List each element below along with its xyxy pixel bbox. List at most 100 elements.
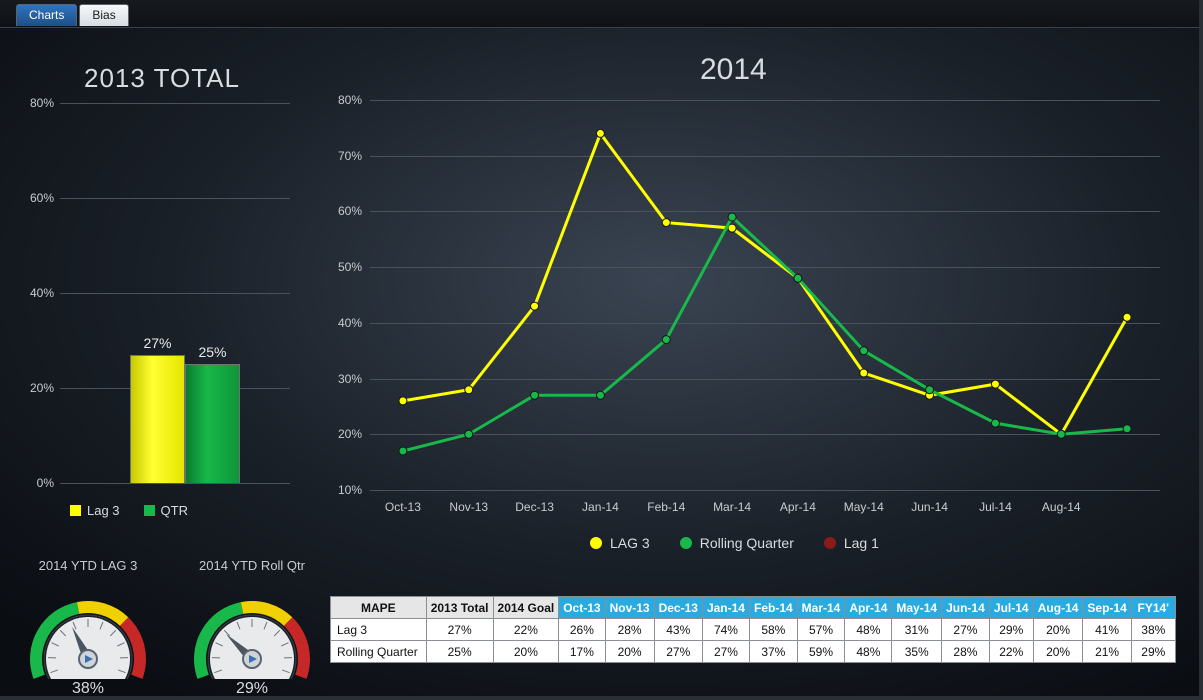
dashboard-content: 2013 TOTAL 2014 0%20%40%60%80%27%25%Lag … [0, 28, 1199, 696]
bar-ylabel: 60% [20, 191, 54, 205]
series-point [860, 369, 868, 377]
tab-bias[interactable]: Bias [79, 4, 128, 26]
table-cell: 20% [1033, 619, 1083, 641]
line-xlabel: Apr-14 [766, 500, 830, 514]
table-row-label: Rolling Quarter [331, 641, 427, 663]
series-point [860, 347, 868, 355]
table-cell: 20% [493, 641, 559, 663]
table-cell: 22% [989, 641, 1033, 663]
series-point [662, 336, 670, 344]
series-point [1123, 313, 1131, 321]
table-header: 2013 Total [426, 597, 493, 619]
table-cell: 43% [654, 619, 702, 641]
series-point [1123, 425, 1131, 433]
line-xlabel: Nov-13 [437, 500, 501, 514]
line-xlabel: Jul-14 [963, 500, 1027, 514]
table-cell: 27% [654, 641, 702, 663]
series-point [596, 391, 604, 399]
table-cell: 25% [426, 641, 493, 663]
line-legend-item: Lag 1 [824, 535, 879, 551]
line-xlabel: Aug-14 [1029, 500, 1093, 514]
line-ylabel: 80% [322, 93, 362, 107]
table-row: Lag 327%22%26%28%43%74%58%57%48%31%27%29… [331, 619, 1176, 641]
bar-value-label: 27% [130, 335, 185, 351]
series-line-lag-3 [403, 133, 1127, 434]
table-cell: 37% [749, 641, 797, 663]
line-xlabel: Feb-14 [634, 500, 698, 514]
table-header: Jun-14 [942, 597, 990, 619]
left-panel-title: 2013 TOTAL [84, 63, 240, 94]
table-header: May-14 [892, 597, 942, 619]
series-point [926, 386, 934, 394]
series-point [465, 430, 473, 438]
table-cell: 74% [702, 619, 749, 641]
bar-ylabel: 0% [20, 476, 54, 490]
table-header: Apr-14 [845, 597, 892, 619]
bar-value-label: 25% [185, 344, 240, 360]
table-cell: 28% [942, 641, 990, 663]
table-cell: 17% [559, 641, 605, 663]
gauge-rollqtr-svg [177, 579, 327, 679]
line-ylabel: 60% [322, 204, 362, 218]
line-legend-item: LAG 3 [590, 535, 650, 551]
bar-qtr [185, 364, 240, 483]
table-cell: 20% [605, 641, 654, 663]
bar-lag-3 [130, 355, 185, 483]
line-xlabel: Dec-13 [503, 500, 567, 514]
series-point [399, 397, 407, 405]
table-header: Mar-14 [797, 597, 845, 619]
gauge-lag3-title: 2014 YTD LAG 3 [8, 558, 168, 573]
table-header: Jan-14 [702, 597, 749, 619]
gauge-rollqtr-title: 2014 YTD Roll Qtr [172, 558, 332, 573]
gauge-rollqtr: 2014 YTD Roll Qtr 29% [172, 558, 332, 698]
mape-table: MAPE2013 Total2014 GoalOct-13Nov-13Dec-1… [330, 596, 1176, 663]
table-header: FY14' [1131, 597, 1175, 619]
series-point [596, 129, 604, 137]
table-header: Aug-14 [1033, 597, 1083, 619]
line-xlabel: Jun-14 [898, 500, 962, 514]
table-header: MAPE [331, 597, 427, 619]
table-header: Dec-13 [654, 597, 702, 619]
line-chart-2014: 10%20%30%40%50%60%70%80%Oct-13Nov-13Dec-… [320, 100, 1170, 530]
line-xlabel: Mar-14 [700, 500, 764, 514]
table-cell: 27% [702, 641, 749, 663]
table-cell: 21% [1083, 641, 1131, 663]
bar-ylabel: 20% [20, 381, 54, 395]
line-ylabel: 40% [322, 316, 362, 330]
series-point [399, 447, 407, 455]
line-legend-item: Rolling Quarter [680, 535, 794, 551]
bar-ylabel: 80% [20, 96, 54, 110]
bar-legend-item: QTR [144, 503, 188, 518]
line-ylabel: 30% [322, 372, 362, 386]
series-point [465, 386, 473, 394]
bar-ylabel: 40% [20, 286, 54, 300]
line-xlabel: Oct-13 [371, 500, 435, 514]
table-cell: 35% [892, 641, 942, 663]
table-cell: 29% [1131, 641, 1175, 663]
bar-legend-item: Lag 3 [70, 503, 120, 518]
gauge-lag3-value: 38% [8, 680, 168, 698]
table-cell: 27% [942, 619, 990, 641]
tab-charts[interactable]: Charts [16, 4, 77, 26]
series-point [662, 219, 670, 227]
table-header: Oct-13 [559, 597, 605, 619]
table-cell: 29% [989, 619, 1033, 641]
table-cell: 48% [845, 619, 892, 641]
table-row-label: Lag 3 [331, 619, 427, 641]
table-header: 2014 Goal [493, 597, 559, 619]
bar-chart-2013: 0%20%40%60%80%27%25%Lag 3QTR [20, 103, 300, 513]
series-point [1057, 430, 1065, 438]
line-xlabel: Jan-14 [568, 500, 632, 514]
table-cell: 28% [605, 619, 654, 641]
gauge-lag3: 2014 YTD LAG 3 38% [8, 558, 168, 698]
series-point [991, 419, 999, 427]
table-cell: 20% [1033, 641, 1083, 663]
series-point [991, 380, 999, 388]
table-cell: 31% [892, 619, 942, 641]
gauge-rollqtr-value: 29% [172, 680, 332, 698]
line-ylabel: 10% [322, 483, 362, 497]
table-cell: 59% [797, 641, 845, 663]
table-cell: 27% [426, 619, 493, 641]
table-cell: 22% [493, 619, 559, 641]
gauge-lag3-svg [13, 579, 163, 679]
